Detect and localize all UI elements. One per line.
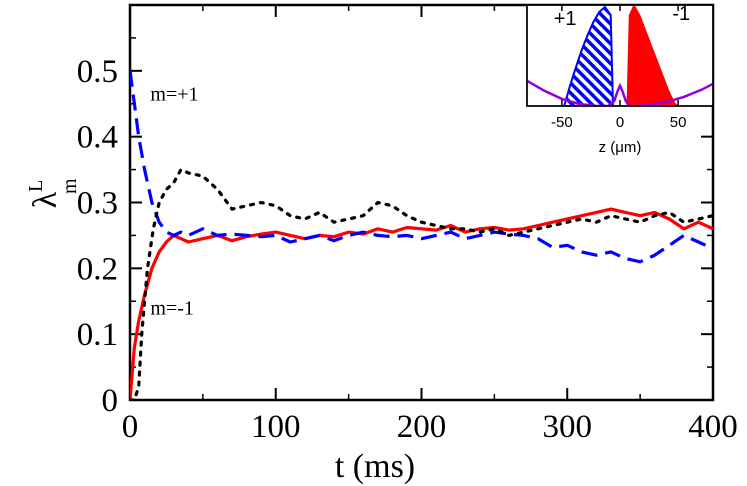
y-tick-label: 0.1 <box>77 317 118 353</box>
inset-annotations: +1 -1 <box>554 3 690 30</box>
inset-area-minus1 <box>626 5 679 106</box>
x-tick-label: 0 <box>122 409 139 445</box>
series-annotation: m=-1 <box>150 297 194 319</box>
y-axis-label-sup: L <box>25 180 47 192</box>
x-tick-label: 200 <box>397 409 447 445</box>
main-annotations: m=+1 m=-1 <box>150 83 198 319</box>
main-series-group <box>130 70 713 400</box>
inset-x-tick-label: -50 <box>551 114 573 131</box>
y-tick-label: 0 <box>102 383 119 419</box>
inset-frame <box>526 4 714 107</box>
y-tick-label: 0.5 <box>77 54 118 90</box>
inset-series-group <box>527 5 713 106</box>
x-tick-label: 400 <box>688 409 738 445</box>
y-axis-label: λ m L <box>25 178 81 208</box>
series-line-dotted <box>130 168 713 400</box>
inset-annotation: -1 <box>672 3 690 25</box>
y-axis-label-sub: m <box>59 178 81 194</box>
inset-annotation: +1 <box>554 8 577 30</box>
x-tick-label: 300 <box>543 409 593 445</box>
x-axis-label: t (ms) <box>335 448 415 485</box>
y-axis-label-main: λ <box>27 191 64 208</box>
main-x-axis: 0 100 200 300 400 <box>122 5 738 445</box>
inset-x-tick-label: 0 <box>616 114 624 131</box>
inset-area-plus1 <box>563 5 615 106</box>
series-line-dashed <box>130 70 713 264</box>
series-annotation: m=+1 <box>150 83 198 105</box>
inset-x-axis: -50 0 50 <box>551 5 686 131</box>
inset-x-tick-label: 50 <box>670 114 687 131</box>
inset-plot: -50 0 50 +1 -1 z (μm) <box>526 3 714 156</box>
series-line-solid <box>130 207 713 400</box>
y-tick-label: 0.4 <box>77 120 118 156</box>
y-tick-label: 0.2 <box>77 251 118 287</box>
x-tick-label: 100 <box>251 409 301 445</box>
svg-text:λ: λ <box>27 191 64 208</box>
main-y-axis: 0 0.1 0.2 0.3 0.4 0.5 <box>77 37 713 419</box>
inset-potential-line <box>527 79 713 106</box>
inset-x-axis-label: z (μm) <box>599 139 642 156</box>
y-tick-label: 0.3 <box>77 186 118 222</box>
